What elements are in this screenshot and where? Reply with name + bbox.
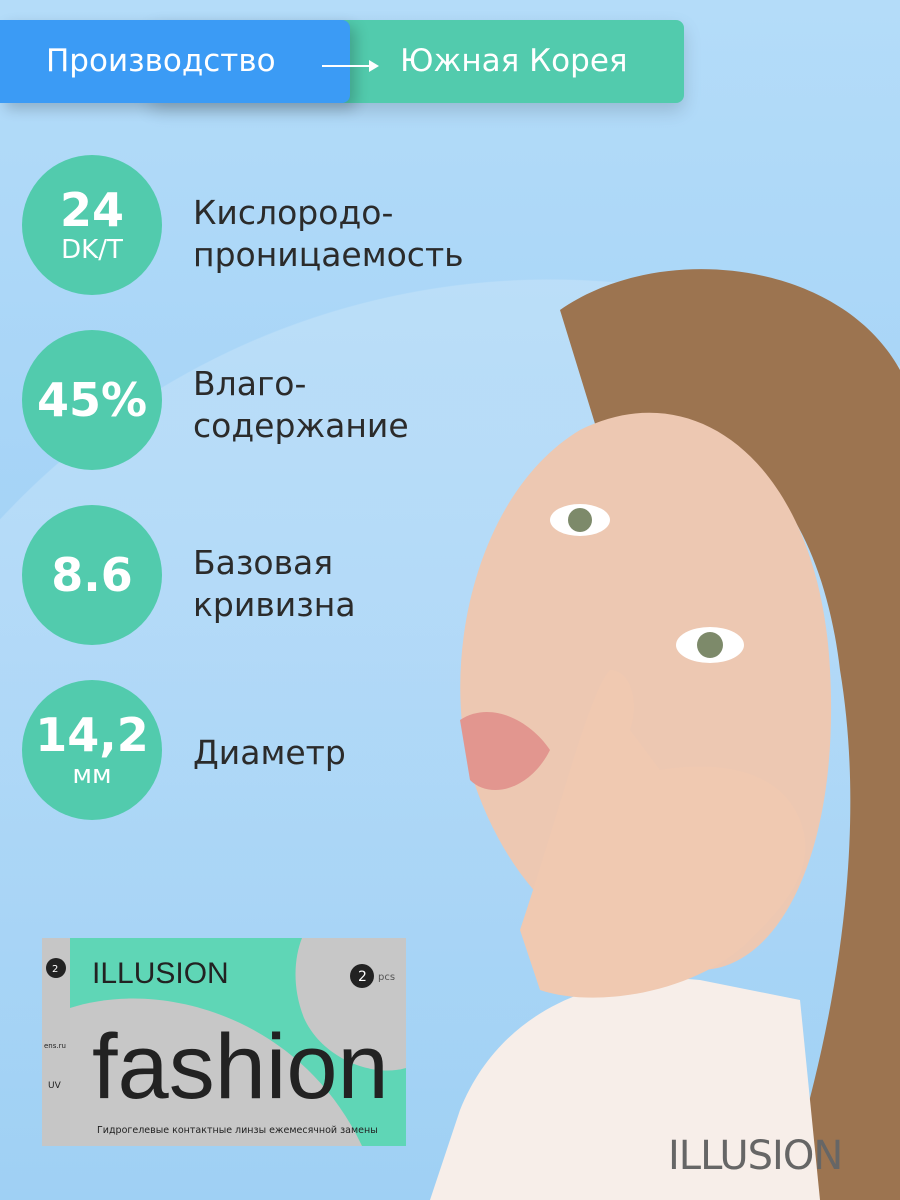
box-count-unit: pcs (378, 972, 395, 983)
spec-circle-water: 45% (22, 330, 162, 470)
uv-icon: UV (48, 1081, 62, 1091)
spec-circle-curve: 8.6 (22, 505, 162, 645)
arrow-right-icon (322, 60, 379, 72)
label-line: проницаемость (193, 235, 464, 274)
label-line: кривизна (193, 585, 356, 624)
label-line: Базовая (193, 543, 334, 582)
side-site: ens.ru (44, 1042, 66, 1050)
label-line: Влаго- (193, 364, 307, 403)
spec-unit: DK/T (61, 235, 123, 265)
label-line: содержание (193, 406, 409, 445)
woman-photo (430, 269, 900, 1200)
label-line: Диаметр (193, 733, 346, 772)
spec-circle-diameter: 14,2 мм (22, 680, 162, 820)
spec-value: 8.6 (51, 548, 133, 602)
box-brand: ILLUSION (92, 957, 229, 990)
spec-label-oxygen: Кислородо-проницаемость (193, 192, 464, 276)
spec-label-water: Влаго-содержание (193, 363, 409, 447)
origin-country: Южная Корея (400, 43, 628, 79)
origin-label: Производство (46, 43, 276, 79)
box-count: 2 (358, 969, 367, 985)
origin-label-badge (0, 20, 350, 103)
box-description: Гидрогелевые контактные линзы ежемесячно… (97, 1125, 378, 1136)
spec-circle-oxygen: 24 DK/T (22, 155, 162, 295)
brand-logo: ILLUSION (668, 1133, 843, 1179)
spec-value: 14,2 (35, 708, 149, 762)
spec-value: 45% (36, 373, 148, 427)
product-box: 2 ens.ru UV ILLUSION 2 pcs fashion Гидро… (42, 938, 406, 1146)
spec-value: 24 (59, 183, 124, 237)
spec-label-diameter: Диаметр (193, 732, 346, 774)
box-product-name: fashion (92, 1016, 389, 1118)
spec-unit: мм (72, 760, 112, 790)
side-count: 2 (52, 964, 58, 975)
label-line: Кислородо- (193, 193, 394, 232)
spec-label-curve: Базовая кривизна (193, 542, 356, 626)
